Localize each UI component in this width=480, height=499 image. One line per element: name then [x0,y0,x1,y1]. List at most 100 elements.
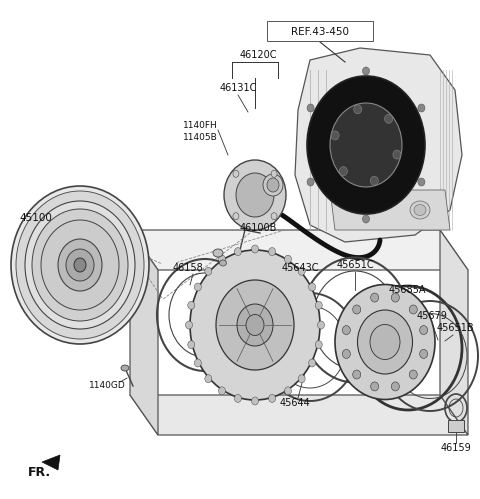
Ellipse shape [271,213,277,220]
Ellipse shape [362,67,370,75]
Polygon shape [295,48,462,242]
Ellipse shape [236,173,274,217]
Ellipse shape [205,267,212,275]
Ellipse shape [267,178,279,192]
Ellipse shape [194,283,201,291]
Ellipse shape [234,394,241,402]
Ellipse shape [205,375,212,383]
Polygon shape [42,455,60,470]
Ellipse shape [384,114,393,123]
Text: 45685A: 45685A [388,285,426,295]
Ellipse shape [309,359,316,367]
Ellipse shape [285,255,291,263]
Ellipse shape [219,260,227,266]
Ellipse shape [339,167,348,176]
Text: REF.43-450: REF.43-450 [291,27,349,37]
Ellipse shape [237,304,273,346]
Ellipse shape [234,248,241,255]
Ellipse shape [224,160,286,230]
Ellipse shape [420,325,428,335]
Ellipse shape [269,248,276,255]
Ellipse shape [391,382,399,391]
Polygon shape [440,230,468,435]
Ellipse shape [233,170,239,177]
Ellipse shape [298,375,305,383]
Ellipse shape [32,209,128,321]
Ellipse shape [330,103,402,187]
Text: 45651C: 45651C [336,260,374,270]
Ellipse shape [409,370,417,379]
Text: 45644: 45644 [280,398,311,408]
Ellipse shape [409,305,417,314]
Ellipse shape [331,131,339,140]
Ellipse shape [188,341,195,349]
Ellipse shape [252,245,259,253]
Text: FR.: FR. [28,466,51,479]
Text: 46158: 46158 [173,263,204,273]
Ellipse shape [370,324,400,359]
Ellipse shape [16,191,144,339]
Ellipse shape [420,349,428,358]
Ellipse shape [358,310,412,374]
Text: 46159: 46159 [441,443,471,453]
Ellipse shape [58,239,102,291]
Ellipse shape [218,387,226,395]
Ellipse shape [315,341,322,349]
Ellipse shape [252,397,259,405]
Ellipse shape [354,105,362,114]
Polygon shape [448,420,464,432]
Polygon shape [330,190,450,230]
Ellipse shape [298,267,305,275]
Ellipse shape [309,283,316,291]
Ellipse shape [218,255,226,263]
Ellipse shape [362,215,370,223]
Text: 45100: 45100 [20,213,52,223]
Text: 45643C: 45643C [281,263,319,273]
Text: 46131C: 46131C [219,83,257,93]
Ellipse shape [353,370,360,379]
Ellipse shape [285,387,291,395]
Ellipse shape [190,250,320,400]
Polygon shape [130,230,158,435]
Ellipse shape [370,176,378,185]
Text: 45651B: 45651B [436,323,474,333]
Ellipse shape [11,186,149,344]
Ellipse shape [414,205,426,216]
Ellipse shape [393,150,401,159]
Ellipse shape [315,301,322,309]
Ellipse shape [188,301,195,309]
Text: 46120C: 46120C [239,50,277,60]
Ellipse shape [246,314,264,335]
Text: 11405B: 11405B [182,134,217,143]
Ellipse shape [410,201,430,219]
Ellipse shape [353,305,360,314]
Ellipse shape [335,284,435,400]
Ellipse shape [194,359,201,367]
Ellipse shape [307,104,314,112]
Text: 45679: 45679 [417,311,447,321]
Ellipse shape [74,258,86,272]
Ellipse shape [418,178,425,186]
Ellipse shape [216,280,294,370]
Polygon shape [130,395,468,435]
Ellipse shape [342,349,350,358]
Ellipse shape [391,293,399,302]
Ellipse shape [307,178,314,186]
Ellipse shape [213,249,223,257]
Ellipse shape [121,365,129,371]
Ellipse shape [418,104,425,112]
Ellipse shape [317,321,324,329]
Ellipse shape [271,170,277,177]
Text: 46100B: 46100B [240,223,276,233]
Ellipse shape [263,174,283,196]
Polygon shape [130,230,468,270]
Ellipse shape [307,76,425,214]
Ellipse shape [41,220,119,310]
Ellipse shape [371,293,379,302]
Ellipse shape [342,325,350,335]
Ellipse shape [185,321,192,329]
Ellipse shape [66,249,94,281]
Ellipse shape [371,382,379,391]
Ellipse shape [269,394,276,402]
Ellipse shape [25,201,135,329]
